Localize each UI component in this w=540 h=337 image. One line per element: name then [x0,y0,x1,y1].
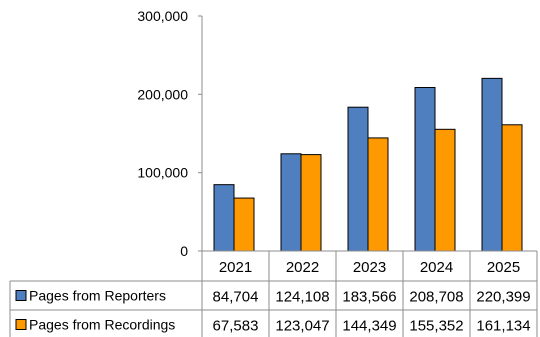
data-label: 124,108 [275,289,329,306]
data-label: 144,349 [342,318,396,335]
bar-recordings-2025 [501,124,523,252]
bar-reporters-2023 [347,106,369,252]
y-tick-label: 100,000 [137,165,188,181]
bar-recordings-2023 [367,137,389,252]
data-label: 208,708 [409,289,463,306]
y-tick-label: 300,000 [137,8,188,24]
legend-label: Pages from Recordings [29,317,175,333]
x-tick-label: 2021 [219,259,252,276]
legend-key [15,290,27,301]
data-label: 84,704 [213,289,259,306]
data-label: 161,134 [476,318,530,335]
y-axis: 0 100,000 200,000 300,000 [137,8,203,259]
y-tick-label: 200,000 [137,86,188,102]
bars [213,77,523,252]
bar-reporters-2021 [213,184,235,252]
bar-recordings-2021 [233,197,255,252]
data-label: 155,352 [409,318,463,335]
x-tick-label: 2024 [420,259,453,276]
bar-reporters-2022 [280,153,302,252]
bar-reporters-2025 [481,77,503,252]
x-tick-label: 2023 [353,259,386,276]
bar-recordings-2022 [300,154,322,252]
data-label: 67,583 [213,318,259,335]
bar-reporters-2024 [414,87,436,252]
legend-key [15,319,27,330]
x-tick-label: 2022 [286,259,319,276]
y-tick-label: 0 [180,243,188,259]
data-table: 2021 2022 2023 2024 2025 Pages from Reporters… [9,250,538,337]
data-label: 123,047 [275,318,329,335]
legend-label: Pages from Reporters [29,288,166,304]
bar-recordings-2024 [434,128,456,252]
data-label: 183,566 [342,289,396,306]
x-tick-label: 2025 [487,259,520,276]
data-label: 220,399 [476,289,530,306]
